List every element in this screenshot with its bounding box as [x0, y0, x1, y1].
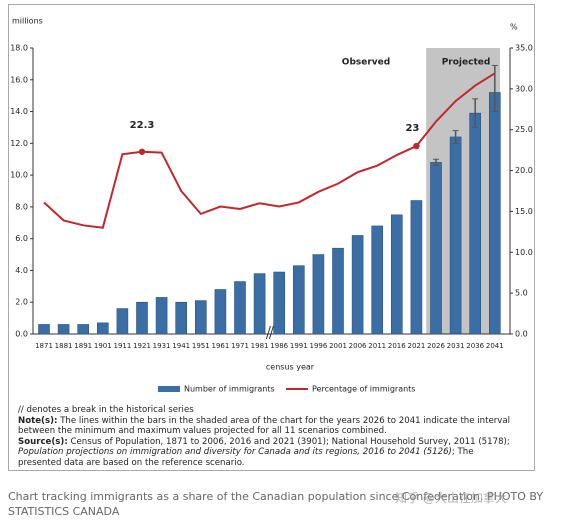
- bar: [97, 322, 109, 335]
- x-tick-label: 1871: [35, 342, 53, 350]
- x-tick-label: 1961: [211, 342, 229, 350]
- x-tick-label: 1996: [309, 342, 327, 350]
- bar: [234, 281, 246, 335]
- y2-tick-label: 30.0: [515, 84, 533, 93]
- point: [138, 148, 146, 155]
- y2-tick-label: 15.0: [515, 207, 533, 216]
- x-tick-label: 1891: [74, 342, 92, 350]
- y-tick-label: 2.0: [15, 298, 28, 307]
- y-axis-label: millions: [12, 17, 43, 26]
- source-text: Census of Population, 1871 to 2006, 2016…: [70, 436, 510, 447]
- bar: [312, 254, 325, 335]
- bar: [175, 301, 187, 335]
- x-tick-label: 1981: [251, 342, 269, 350]
- bar: [136, 301, 148, 335]
- bar: [38, 324, 50, 335]
- y-tick-label: 18.0: [10, 44, 28, 53]
- legend-label: Percentage of immigrants: [312, 385, 415, 394]
- caption: Chart tracking immigrants as a share of …: [8, 490, 544, 518]
- source: Source(s): Census of Population, 1871 to…: [18, 437, 518, 469]
- y-tick-label: 16.0: [10, 75, 28, 84]
- y2-tick-label: 5.0: [515, 289, 528, 298]
- note-label: Note(s):: [18, 415, 58, 426]
- x-tick-label: 1986: [270, 342, 288, 350]
- y-tick-label: 8.0: [15, 202, 28, 211]
- y2-tick-label: 0.0: [515, 330, 528, 339]
- bar: [116, 308, 129, 335]
- y2-tick-label: 10.0: [515, 248, 533, 257]
- notes: // denotes a break in the historical ser…: [18, 405, 518, 468]
- data-label: 22.3: [130, 120, 155, 131]
- x-tick-label: 1951: [192, 342, 210, 350]
- note: Note(s): The lines within the bars in th…: [18, 416, 518, 437]
- bar: [195, 300, 207, 335]
- y-tick-label: 6.0: [15, 234, 28, 243]
- bar: [273, 271, 286, 335]
- x-tick-label: 2016: [388, 342, 406, 350]
- y2-tick-label: 20.0: [515, 166, 533, 175]
- x-tick-label: 1971: [231, 342, 249, 350]
- x-tick-label: 1921: [133, 342, 151, 350]
- x-tick-label: 1901: [94, 342, 112, 350]
- x-tick-label: 1991: [290, 342, 308, 350]
- chart-frame: [8, 4, 535, 471]
- x-tick-label: 1941: [172, 342, 190, 350]
- x-axis-label: census year: [266, 363, 315, 372]
- legend-swatch: [158, 386, 180, 392]
- x-tick-label: 2026: [427, 342, 445, 350]
- bar: [469, 112, 482, 335]
- y-tick-label: 14.0: [10, 107, 28, 116]
- bar: [214, 289, 227, 335]
- note-text: The lines within the bars in the shaded …: [18, 415, 511, 437]
- bar: [332, 247, 344, 335]
- y-tick-label: 10.0: [10, 171, 28, 180]
- y2-tick-label: 35.0: [515, 44, 533, 53]
- bar: [155, 297, 168, 335]
- bar: [371, 225, 384, 335]
- legend-label: Number of immigrants: [184, 385, 275, 394]
- x-tick-label: 2041: [486, 342, 504, 350]
- bar: [351, 235, 364, 335]
- y-tick-label: 0.0: [15, 330, 28, 339]
- y-tick-label: 4.0: [15, 266, 28, 275]
- chart: millions % census year Observed Projected…: [10, 17, 533, 394]
- data-label: 23: [405, 123, 419, 134]
- break-mark: [268, 325, 274, 340]
- bar: [253, 273, 266, 335]
- source-label: Source(s):: [18, 436, 68, 447]
- point: [413, 142, 420, 150]
- bar: [57, 324, 70, 335]
- annotation: Observed: [342, 58, 390, 68]
- bar: [410, 200, 423, 335]
- x-tick-label: 2006: [349, 342, 367, 350]
- line: [43, 72, 496, 229]
- break-mark: [265, 325, 271, 340]
- y2-axis-label: %: [510, 23, 518, 32]
- source-italic: Population projections on immigration an…: [18, 447, 452, 457]
- y-tick-label: 12.0: [10, 139, 28, 148]
- watermark: 知乎 @大山在加拿大: [395, 491, 507, 505]
- break-note: // denotes a break in the historical ser…: [18, 405, 194, 415]
- y2-tick-label: 25.0: [515, 125, 533, 134]
- bar: [449, 136, 462, 335]
- annotation: Projected: [442, 58, 491, 68]
- x-tick-label: 2036: [466, 342, 484, 350]
- bar: [488, 92, 501, 335]
- x-tick-label: 2011: [368, 342, 386, 350]
- x-tick-label: 1881: [55, 342, 73, 350]
- bar: [292, 265, 305, 335]
- bar: [77, 324, 89, 335]
- x-tick-label: 1911: [113, 342, 131, 350]
- x-tick-label: 2031: [447, 342, 465, 350]
- x-tick-label: 2001: [329, 342, 347, 350]
- bar: [430, 162, 442, 335]
- x-tick-label: 1931: [153, 342, 171, 350]
- x-tick-label: 2021: [407, 342, 425, 350]
- source-end: ; The presented data are based on the re…: [18, 447, 474, 468]
- bar: [390, 214, 403, 335]
